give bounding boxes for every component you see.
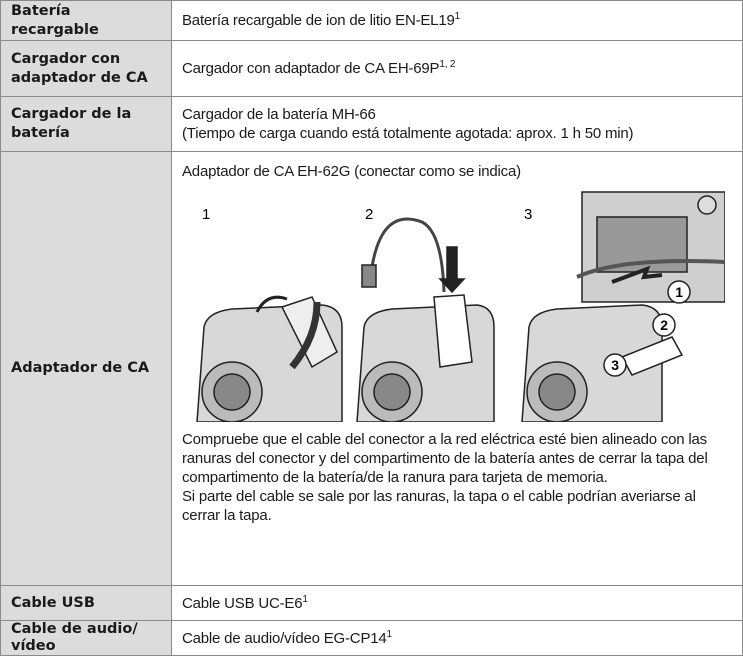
row-label: Cable USB xyxy=(0,585,172,621)
row-text: Cable de audio/vídeo EG-CP141 xyxy=(171,620,743,656)
row: Cargador con adaptador de CA Cargador co… xyxy=(0,40,743,97)
text: Batería recargable de ion de litio EN-EL… xyxy=(182,12,455,29)
row-label: Batería recargable xyxy=(0,0,172,41)
row-label: Cargador con adaptador de CA xyxy=(0,40,172,97)
step-number: 3 xyxy=(524,206,532,223)
text: (Tiempo de carga cuando está totalmente … xyxy=(182,125,634,142)
footnote: 1 xyxy=(454,11,461,22)
paragraph: Si parte del cable se sale por las ranur… xyxy=(182,488,696,524)
camera-illustration xyxy=(196,295,343,422)
row-text: Cargador con adaptador de CA EH-69P1, 2 xyxy=(171,40,743,97)
row-text: Cargador de la batería MH-66 (Tiempo de c… xyxy=(171,96,743,152)
row-text: Cable USB UC-E61 xyxy=(171,585,743,621)
row: Adaptador de CA Adaptador de CA EH-62G (… xyxy=(0,151,743,586)
text: Cable de audio/vídeo EG-CP14 xyxy=(182,629,387,647)
row: Batería recargable Batería recargable de… xyxy=(0,0,743,41)
callout: 2 xyxy=(660,317,668,333)
step-number: 2 xyxy=(365,206,373,223)
camera-illustration xyxy=(356,217,495,422)
row-text: Adaptador de CA EH-62G (conectar como se… xyxy=(171,151,743,586)
row: Cable USB Cable USB UC-E61 xyxy=(0,585,743,621)
footnote: 1, 2 xyxy=(439,59,456,70)
row-label: Cable de audio/ vídeo xyxy=(0,620,172,656)
step-number: 1 xyxy=(202,206,210,223)
callouts: 1 2 3 xyxy=(603,280,691,377)
camera-illustration xyxy=(521,191,725,422)
text: Cargador con adaptador de CA EH-69P xyxy=(182,60,440,77)
row-label: Cargador de la batería xyxy=(0,96,172,152)
row-text: Batería recargable de ion de litio EN-EL… xyxy=(171,0,743,41)
row: Cargador de la batería Cargador de la ba… xyxy=(0,96,743,152)
text: Cargador de la batería MH-66 xyxy=(182,106,376,123)
row-label: Adaptador de CA xyxy=(0,151,172,586)
callout: 1 xyxy=(675,284,683,300)
illustrations: 1 2 3 1 2 3 xyxy=(196,191,725,422)
text: Cable USB UC-E6 xyxy=(182,594,303,612)
footnote: 1 xyxy=(302,593,308,605)
callout: 3 xyxy=(611,357,619,373)
paragraph: Compruebe que el cable del conector a la… xyxy=(182,431,708,486)
text: Adaptador de CA EH-62G (conectar como se… xyxy=(182,163,521,180)
row: Cable de audio/ vídeo Cable de audio/víd… xyxy=(0,620,743,656)
footnote: 1 xyxy=(386,628,393,640)
